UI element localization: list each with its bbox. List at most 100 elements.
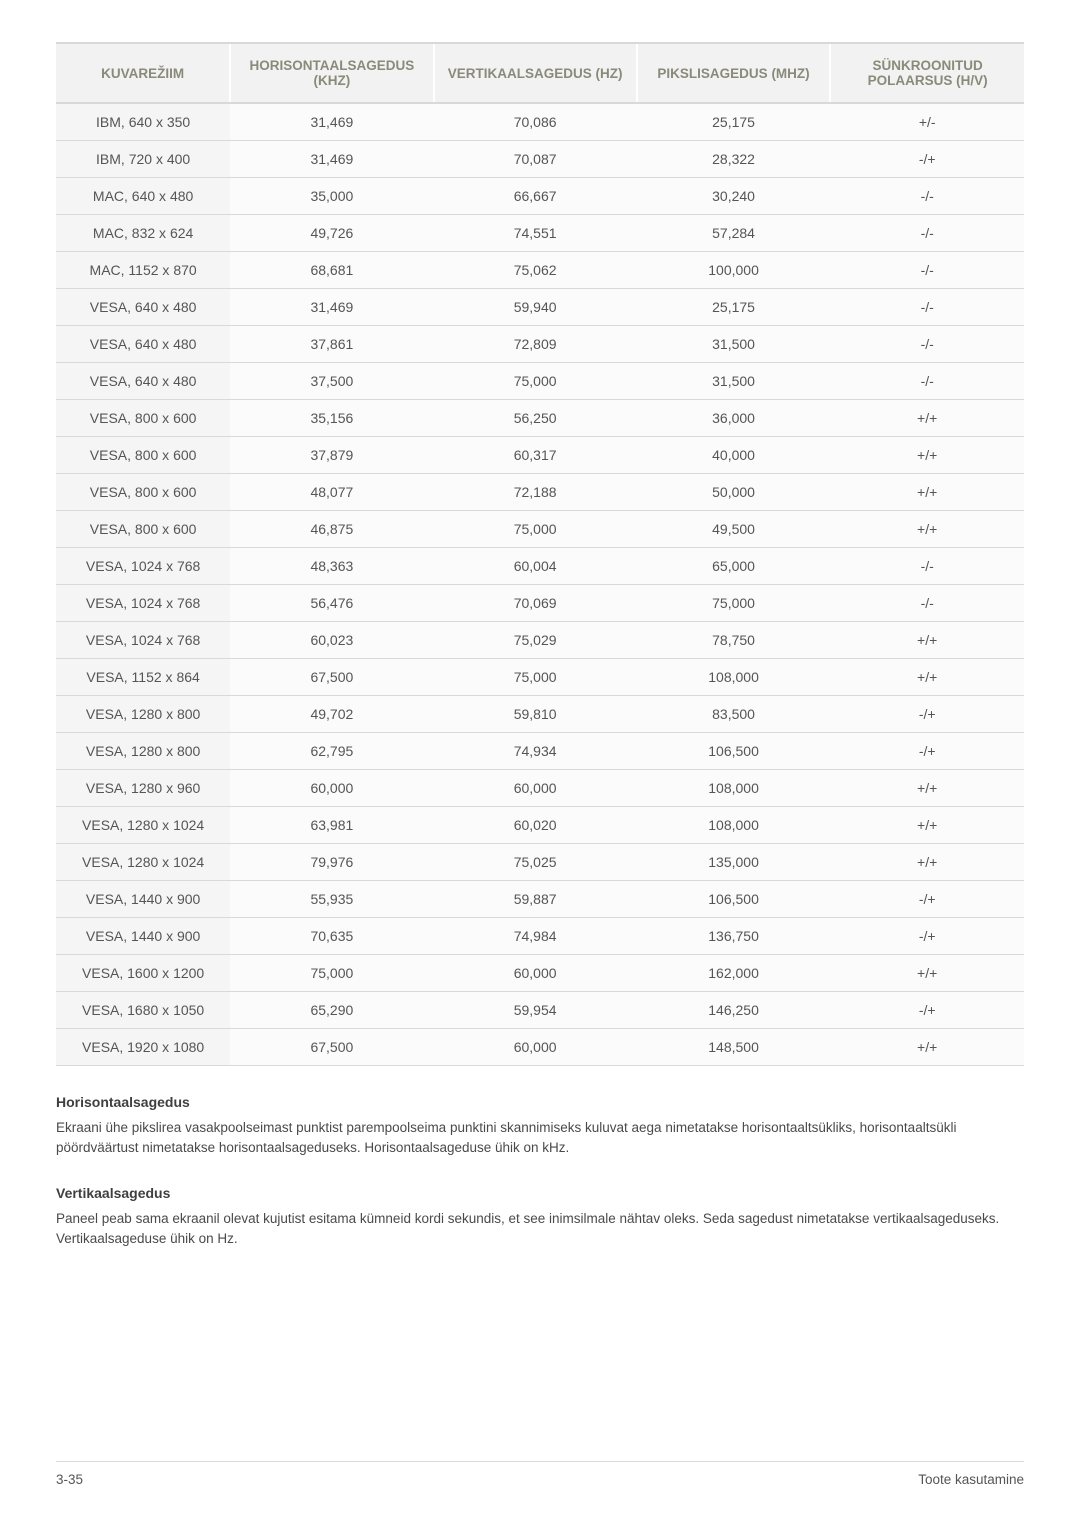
table-cell: +/+ [830, 1029, 1024, 1066]
table-row: VESA, 640 x 48037,50075,00031,500-/- [56, 363, 1024, 400]
table-row: VESA, 640 x 48031,46959,94025,175-/- [56, 289, 1024, 326]
table-row: MAC, 832 x 62449,72674,55157,284-/- [56, 215, 1024, 252]
table-cell: VESA, 1280 x 800 [56, 733, 230, 770]
table-row: MAC, 640 x 48035,00066,66730,240-/- [56, 178, 1024, 215]
table-cell: 108,000 [637, 659, 831, 696]
table-cell: +/+ [830, 807, 1024, 844]
table-cell: 75,062 [434, 252, 637, 289]
table-cell: 56,476 [230, 585, 433, 622]
table-row: VESA, 1024 x 76860,02375,02978,750+/+ [56, 622, 1024, 659]
table-cell: 108,000 [637, 807, 831, 844]
table-row: VESA, 1024 x 76848,36360,00465,000-/- [56, 548, 1024, 585]
table-cell: -/+ [830, 881, 1024, 918]
table-cell: 68,681 [230, 252, 433, 289]
table-cell: VESA, 1024 x 768 [56, 622, 230, 659]
table-cell: 60,004 [434, 548, 637, 585]
page-number: 3-35 [56, 1472, 83, 1487]
table-cell: MAC, 640 x 480 [56, 178, 230, 215]
table-cell: 46,875 [230, 511, 433, 548]
table-cell: VESA, 1280 x 1024 [56, 844, 230, 881]
table-cell: -/- [830, 215, 1024, 252]
table-cell: 83,500 [637, 696, 831, 733]
table-cell: 66,667 [434, 178, 637, 215]
table-row: VESA, 1280 x 80062,79574,934106,500-/+ [56, 733, 1024, 770]
col-header: VERTIKAALSAGEDUS (HZ) [434, 43, 637, 103]
table-cell: 60,020 [434, 807, 637, 844]
table-cell: 60,000 [230, 770, 433, 807]
table-cell: VESA, 640 x 480 [56, 289, 230, 326]
table-row: VESA, 800 x 60048,07772,18850,000+/+ [56, 474, 1024, 511]
table-row: MAC, 1152 x 87068,68175,062100,000-/- [56, 252, 1024, 289]
table-cell: 49,702 [230, 696, 433, 733]
table-cell: 60,000 [434, 770, 637, 807]
table-row: IBM, 720 x 40031,46970,08728,322-/+ [56, 141, 1024, 178]
table-cell: +/+ [830, 400, 1024, 437]
vertical-freq-body: Paneel peab sama ekraanil olevat kujutis… [56, 1209, 1024, 1248]
table-cell: 75,000 [434, 659, 637, 696]
table-cell: 37,879 [230, 437, 433, 474]
table-cell: -/+ [830, 918, 1024, 955]
table-cell: VESA, 800 x 600 [56, 437, 230, 474]
table-cell: +/+ [830, 659, 1024, 696]
table-cell: 59,887 [434, 881, 637, 918]
horizontal-freq-body: Ekraani ühe pikslirea vasakpoolseimast p… [56, 1118, 1024, 1157]
table-cell: -/+ [830, 992, 1024, 1029]
table-cell: VESA, 800 x 600 [56, 474, 230, 511]
table-cell: 57,284 [637, 215, 831, 252]
table-cell: 146,250 [637, 992, 831, 1029]
table-cell: VESA, 1680 x 1050 [56, 992, 230, 1029]
table-cell: VESA, 1600 x 1200 [56, 955, 230, 992]
table-cell: -/- [830, 326, 1024, 363]
table-cell: 49,726 [230, 215, 433, 252]
table-cell: 106,500 [637, 733, 831, 770]
table-row: VESA, 1600 x 120075,00060,000162,000+/+ [56, 955, 1024, 992]
table-row: VESA, 1152 x 86467,50075,000108,000+/+ [56, 659, 1024, 696]
table-cell: 25,175 [637, 289, 831, 326]
table-cell: 67,500 [230, 659, 433, 696]
table-cell: 37,500 [230, 363, 433, 400]
table-cell: 35,000 [230, 178, 433, 215]
table-cell: 74,934 [434, 733, 637, 770]
table-cell: VESA, 1280 x 800 [56, 696, 230, 733]
vertical-freq-heading: Vertikaalsagedus [56, 1185, 1024, 1201]
table-cell: -/- [830, 252, 1024, 289]
table-header-row: KUVAREŽIIM HORISONTAALSAGEDUS (KHZ) VERT… [56, 43, 1024, 103]
table-row: VESA, 1280 x 96060,00060,000108,000+/+ [56, 770, 1024, 807]
table-cell: +/+ [830, 622, 1024, 659]
table-cell: -/- [830, 289, 1024, 326]
table-cell: 31,469 [230, 141, 433, 178]
table-cell: -/- [830, 363, 1024, 400]
table-cell: 48,363 [230, 548, 433, 585]
table-cell: -/- [830, 585, 1024, 622]
table-cell: VESA, 1920 x 1080 [56, 1029, 230, 1066]
table-cell: 31,500 [637, 363, 831, 400]
table-row: VESA, 1440 x 90070,63574,984136,750-/+ [56, 918, 1024, 955]
table-cell: 75,000 [434, 363, 637, 400]
table-row: VESA, 800 x 60035,15656,25036,000+/+ [56, 400, 1024, 437]
table-cell: 50,000 [637, 474, 831, 511]
page-footer: 3-35 Toote kasutamine [56, 1461, 1024, 1487]
table-cell: 136,750 [637, 918, 831, 955]
table-cell: 72,809 [434, 326, 637, 363]
table-row: VESA, 1024 x 76856,47670,06975,000-/- [56, 585, 1024, 622]
table-cell: 48,077 [230, 474, 433, 511]
table-cell: IBM, 640 x 350 [56, 103, 230, 141]
table-cell: MAC, 832 x 624 [56, 215, 230, 252]
table-cell: VESA, 1024 x 768 [56, 585, 230, 622]
table-cell: 36,000 [637, 400, 831, 437]
table-cell: 60,000 [434, 955, 637, 992]
table-cell: +/+ [830, 770, 1024, 807]
table-cell: 135,000 [637, 844, 831, 881]
table-row: VESA, 800 x 60046,87575,00049,500+/+ [56, 511, 1024, 548]
table-cell: VESA, 800 x 600 [56, 511, 230, 548]
table-cell: MAC, 1152 x 870 [56, 252, 230, 289]
table-cell: VESA, 1280 x 1024 [56, 807, 230, 844]
table-cell: VESA, 1440 x 900 [56, 881, 230, 918]
table-row: VESA, 1440 x 90055,93559,887106,500-/+ [56, 881, 1024, 918]
table-cell: +/+ [830, 955, 1024, 992]
table-cell: -/- [830, 178, 1024, 215]
table-cell: 74,551 [434, 215, 637, 252]
table-cell: 75,029 [434, 622, 637, 659]
table-cell: 75,000 [637, 585, 831, 622]
table-cell: 70,086 [434, 103, 637, 141]
